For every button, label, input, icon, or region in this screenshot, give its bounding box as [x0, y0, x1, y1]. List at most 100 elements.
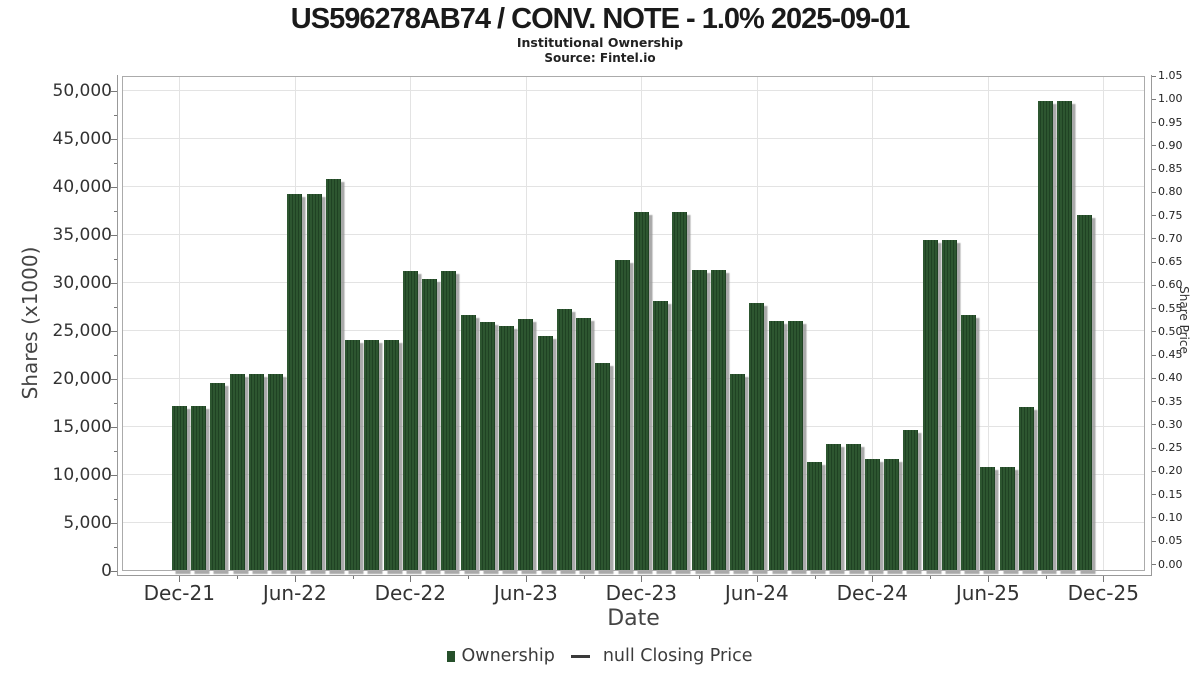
x-axis-tick	[987, 575, 989, 582]
ownership-bar[interactable]	[999, 467, 1015, 571]
y2-axis-tick-label: 0.40	[1158, 371, 1183, 385]
ownership-bar[interactable]	[653, 301, 669, 571]
y2-axis-tick	[1151, 261, 1156, 263]
price-line-marker-icon	[570, 654, 590, 658]
ownership-bar[interactable]	[268, 374, 284, 571]
ownership-bar[interactable]	[922, 239, 938, 571]
ownership-bar[interactable]	[287, 193, 303, 571]
ownership-bar[interactable]	[537, 335, 553, 571]
y2-axis-tick-label: 0.10	[1158, 510, 1183, 524]
ownership-bar[interactable]	[730, 373, 746, 571]
x-axis-tick	[872, 575, 874, 582]
ownership-bar[interactable]	[306, 193, 322, 571]
y-axis-minor-tick	[114, 355, 117, 356]
x-axis-tick-label: Dec-21	[143, 581, 215, 605]
ownership-bar[interactable]	[402, 271, 418, 571]
ownership-bar[interactable]	[903, 430, 919, 571]
ownership-bar[interactable]	[345, 339, 361, 571]
ownership-bar[interactable]	[518, 318, 534, 571]
ownership-bar[interactable]	[171, 405, 187, 571]
y2-axis-tick	[1151, 564, 1156, 565]
ownership-bar[interactable]	[422, 279, 438, 571]
y-axis-tick	[111, 331, 117, 332]
legend: Ownership null Closing Price	[0, 646, 1200, 666]
gridline-h	[122, 186, 1145, 187]
chart-source: Source: Fintel.io	[544, 51, 656, 65]
ownership-bar[interactable]	[556, 308, 572, 571]
ownership-bar[interactable]	[941, 239, 957, 571]
ownership-bar[interactable]	[864, 459, 880, 571]
y-axis-tick	[111, 283, 117, 284]
y-axis-tick-label: 15,000	[52, 417, 112, 437]
x-axis-spine	[117, 575, 1152, 576]
ownership-bar[interactable]	[884, 459, 900, 571]
ownership-bar[interactable]	[364, 339, 380, 571]
ownership-bar[interactable]	[787, 320, 803, 571]
ownership-bar[interactable]	[672, 211, 688, 571]
ownership-bar[interactable]	[1038, 101, 1054, 571]
y-axis-title: Shares (x1000)	[18, 246, 42, 400]
ownership-bar[interactable]	[1018, 406, 1034, 571]
x-axis-tick	[756, 575, 758, 582]
ownership-bar[interactable]	[826, 444, 842, 571]
y-axis-minor-tick	[114, 307, 117, 308]
ownership-bar[interactable]	[383, 339, 399, 571]
y2-axis-tick	[1151, 238, 1156, 240]
x-axis-minor-tick	[237, 575, 239, 579]
y-axis-tick-label: 0	[101, 561, 112, 581]
ownership-bar[interactable]	[614, 259, 630, 571]
ownership-bar[interactable]	[710, 270, 726, 571]
x-axis-tick	[294, 575, 296, 582]
x-axis-tick-label: Jun-22	[262, 581, 327, 605]
ownership-bar[interactable]	[749, 303, 765, 571]
ownership-bar[interactable]	[961, 314, 977, 571]
ownership-bar[interactable]	[460, 314, 476, 571]
y2-axis-tick	[1151, 98, 1156, 100]
y-axis-tick	[111, 571, 117, 572]
ownership-bar[interactable]	[980, 467, 996, 571]
y-axis-minor-tick	[114, 451, 117, 452]
y2-axis-tick-label: 0.25	[1158, 441, 1183, 455]
ownership-bar[interactable]	[595, 362, 611, 571]
gridline-h	[122, 282, 1145, 283]
y2-axis-tick	[1151, 331, 1156, 333]
x-axis-tick	[1103, 575, 1105, 582]
ownership-bar[interactable]	[807, 462, 823, 571]
y2-axis-tick-label: 1.05	[1158, 69, 1183, 83]
y-axis-minor-tick	[114, 211, 117, 212]
ownership-bar[interactable]	[479, 322, 495, 571]
ownership-bar[interactable]	[229, 374, 245, 571]
y2-axis-tick	[1151, 122, 1156, 124]
chart-subtitle: Institutional Ownership	[516, 35, 684, 50]
y2-axis-tick-label: 0.75	[1158, 208, 1183, 222]
legend-ownership-label[interactable]: Ownership	[461, 646, 555, 666]
y2-axis-tick	[1151, 191, 1156, 193]
ownership-bar[interactable]	[248, 374, 264, 571]
ownership-bar[interactable]	[1076, 214, 1092, 571]
ownership-series-swatch-icon	[447, 650, 456, 662]
y2-axis-tick-label: 0.20	[1158, 464, 1183, 478]
ownership-bar[interactable]	[325, 179, 341, 571]
ownership-bar[interactable]	[576, 317, 592, 571]
y-axis-tick-label: 50,000	[52, 81, 112, 101]
ownership-bar[interactable]	[768, 321, 784, 571]
legend-price-label[interactable]: null Closing Price	[602, 646, 753, 666]
ownership-bar[interactable]	[633, 211, 649, 571]
y-axis-tick	[111, 523, 117, 524]
ownership-bar[interactable]	[441, 271, 457, 571]
y2-axis-tick-label: 0.95	[1158, 115, 1183, 129]
ownership-bar[interactable]	[691, 270, 707, 571]
y-axis-minor-tick	[114, 259, 117, 260]
y2-axis-tick	[1151, 215, 1156, 217]
y2-axis-tick	[1151, 75, 1156, 77]
gridline-h	[122, 138, 1145, 139]
ownership-bar[interactable]	[191, 405, 207, 571]
ownership-bar[interactable]	[499, 326, 515, 571]
y2-axis-tick	[1151, 354, 1156, 356]
ownership-bar[interactable]	[210, 382, 226, 571]
ownership-bar[interactable]	[1057, 101, 1073, 571]
y2-axis-tick	[1151, 377, 1156, 379]
y2-axis-tick	[1151, 447, 1156, 449]
ownership-bar[interactable]	[845, 444, 861, 571]
gridline-h	[122, 378, 1145, 379]
